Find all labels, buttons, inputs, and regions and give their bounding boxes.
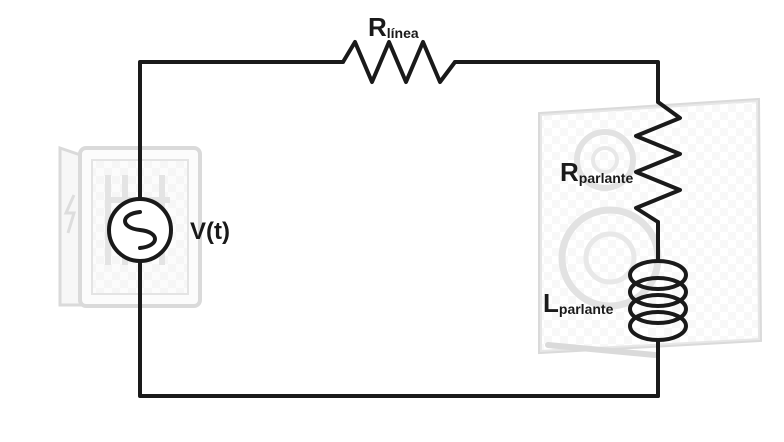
label-r-linea: Rlínea	[368, 12, 419, 42]
wire-loop	[138, 60, 660, 398]
ac-source-icon	[107, 178, 173, 282]
wire-top-left	[138, 60, 345, 180]
label-l-parlante: Lparlante	[543, 288, 614, 318]
resistor-linea-icon	[341, 40, 457, 84]
label-source: V(t)	[190, 218, 230, 245]
inductor-parlante-icon	[628, 244, 688, 352]
wire-top-right	[453, 60, 660, 104]
speaker-cabinet-icon	[538, 97, 763, 358]
label-r-parlante: Rparlante	[560, 157, 633, 187]
wire-bottom	[138, 280, 660, 398]
resistor-parlante-icon	[634, 100, 682, 224]
